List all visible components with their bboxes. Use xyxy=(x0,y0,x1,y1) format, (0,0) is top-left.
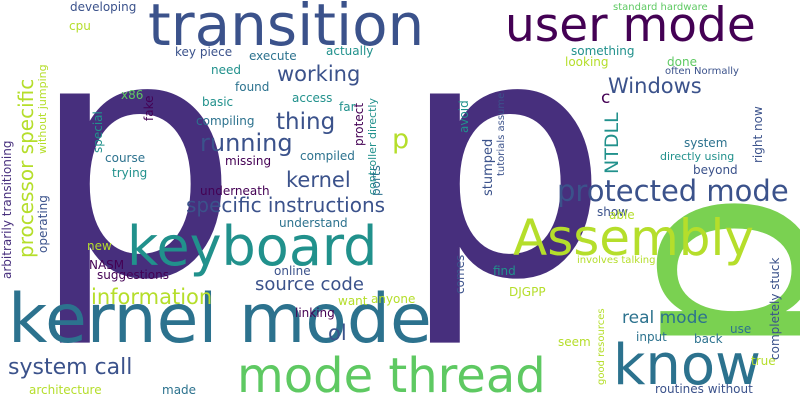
word-transition: transition xyxy=(148,0,425,59)
word-execute: execute xyxy=(249,49,297,63)
word-ol: ol xyxy=(328,321,347,345)
word-seem: seem xyxy=(558,335,591,349)
word-ports: ports xyxy=(369,165,383,196)
word-p-large-1: p xyxy=(30,0,240,352)
word-often-normally: often Normally xyxy=(665,66,739,77)
word-without-jumping: without jumping xyxy=(36,64,49,154)
word-course: course xyxy=(105,151,146,165)
word-arbitrarily-transitioning: arbitrarily transitioning xyxy=(0,140,14,279)
word-stumped: stumped xyxy=(481,138,496,196)
word-comes: comes xyxy=(453,254,467,294)
word-thing: thing xyxy=(276,109,336,135)
word-know: know xyxy=(613,333,761,398)
word-system: system xyxy=(684,136,728,150)
word-actually: actually xyxy=(326,44,374,58)
word-online: online xyxy=(274,264,311,278)
word-running: running xyxy=(200,129,293,157)
word-compiled: compiled xyxy=(300,149,355,163)
word-use: use xyxy=(730,322,752,336)
word-good-resources: good resources xyxy=(596,308,607,385)
word-working: working xyxy=(277,62,361,86)
word-suggestions: suggestions xyxy=(97,268,169,282)
word-understand: understand xyxy=(279,216,348,230)
word-ntdll: NTDLL xyxy=(601,112,623,174)
word-x86: x86 xyxy=(121,88,144,102)
word-standard-hardware: standard hardware xyxy=(613,2,708,13)
word-kernel-mode: kernel mode xyxy=(8,280,432,359)
word-p-large-2: p xyxy=(400,0,610,352)
word-nasm: NASM xyxy=(89,258,125,272)
word-want: want xyxy=(338,294,368,308)
word-kernel: kernel xyxy=(286,168,351,192)
word-able: able xyxy=(609,208,635,222)
word-protect: protect xyxy=(352,102,366,146)
word-key-piece: key piece xyxy=(175,45,233,59)
word-tutorials-assume: tutorials assume xyxy=(496,92,507,176)
word-source-code: source code xyxy=(255,274,364,295)
word-avoid: avoid xyxy=(457,100,471,133)
word-directly-using: directly using xyxy=(660,150,735,163)
word-routines-without: routines without xyxy=(655,382,753,396)
word-new: new xyxy=(87,239,112,253)
word-real-mode: real mode xyxy=(622,308,708,328)
word-looking: looking xyxy=(565,55,609,69)
word-protected-mode: protected mode xyxy=(557,174,789,208)
word-true: true xyxy=(751,354,776,368)
word-specific-instructions: specific instructions xyxy=(186,193,386,217)
word-beyond: beyond xyxy=(693,163,738,177)
word-underneath: underneath xyxy=(200,184,270,198)
word-djgpp: DJGPP xyxy=(509,285,546,299)
word-anyone: anyone xyxy=(371,292,416,306)
word-cpu: cpu xyxy=(69,19,91,33)
word-right-now: right now xyxy=(751,106,765,163)
word-mode-thread: mode thread xyxy=(237,348,546,400)
word-operating: operating xyxy=(36,195,50,253)
word-input: input xyxy=(636,330,667,344)
word-user-mode: user mode xyxy=(505,0,756,53)
word-trying: trying xyxy=(112,166,148,180)
word-system-call: system call xyxy=(8,355,133,380)
word-access: access xyxy=(292,91,333,105)
word-show: show xyxy=(597,205,629,219)
word-made: made xyxy=(162,383,197,397)
word-windows: Windows xyxy=(608,74,702,98)
word-fake: fake xyxy=(142,95,156,121)
word-found: found xyxy=(235,80,270,94)
word-find: find xyxy=(493,264,516,278)
word-done: done xyxy=(667,55,697,69)
word-p-small: p xyxy=(392,124,410,155)
word-information: information xyxy=(91,285,213,309)
word-c: c xyxy=(601,88,611,108)
word-involves-talking: involves talking xyxy=(577,255,656,266)
word-special: special xyxy=(91,111,105,153)
word-completely-stuck: completely stuck xyxy=(768,257,782,360)
word-developing: developing xyxy=(70,0,137,14)
word-basic: basic xyxy=(202,95,234,109)
word-compiling: compiling xyxy=(196,114,255,128)
word-processor-specific: processor specific xyxy=(14,78,38,258)
word-missing: missing xyxy=(225,154,272,168)
word-assembly: Assembly xyxy=(513,209,754,267)
word-need: need xyxy=(211,63,241,77)
word-keyboard: keyboard xyxy=(127,215,378,278)
word-architecture: architecture xyxy=(29,383,102,397)
word-far: far xyxy=(339,100,356,114)
word-back: back xyxy=(694,332,723,346)
word-linking: linking xyxy=(295,306,335,320)
word-something: something xyxy=(571,44,635,58)
